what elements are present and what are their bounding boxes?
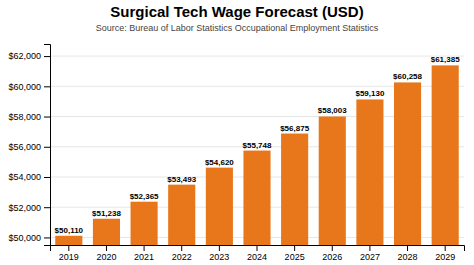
x-tick-label: 2026	[322, 252, 342, 262]
x-tick-mark	[294, 245, 295, 251]
x-tick: 2028	[398, 245, 418, 262]
y-tick: $60,000	[8, 82, 50, 92]
x-tick-label: 2023	[209, 252, 229, 262]
x-tick-label: 2022	[172, 252, 192, 262]
y-tick: $58,000	[8, 112, 50, 122]
x-tick-mark	[144, 245, 145, 251]
x-tick-mark	[181, 245, 182, 251]
y-axis-line	[44, 45, 51, 246]
bars	[55, 65, 458, 245]
data-label: $56,875	[280, 124, 309, 133]
bar	[243, 151, 270, 245]
x-tick-mark	[332, 245, 333, 251]
x-tick-label: 2028	[398, 252, 418, 262]
x-tick: 2022	[172, 245, 192, 262]
x-tick-mark	[369, 245, 370, 251]
data-label: $52,365	[130, 192, 159, 201]
y-tick-mark	[44, 147, 50, 148]
x-tick-label: 2025	[285, 252, 305, 262]
data-label: $59,130	[355, 89, 384, 98]
y-tick-mark	[44, 117, 50, 118]
data-label: $51,238	[92, 209, 121, 218]
bar	[168, 185, 195, 245]
y-tick-label: $58,000	[8, 112, 41, 122]
x-tick: 2019	[59, 245, 79, 262]
y-tick-label: $62,000	[8, 51, 41, 61]
data-label: $61,385	[431, 55, 460, 64]
bar	[319, 116, 346, 245]
y-tick-mark	[44, 56, 50, 57]
data-label: $53,493	[167, 175, 196, 184]
y-tick-label: $54,000	[8, 172, 41, 182]
y-tick-mark	[44, 237, 50, 238]
bar	[394, 82, 421, 245]
bar	[55, 236, 82, 245]
x-axis-line	[51, 246, 465, 252]
x-tick: 2021	[134, 245, 154, 262]
data-label: $55,748	[243, 141, 272, 150]
y-tick-mark	[44, 86, 50, 87]
bar	[432, 65, 459, 245]
x-tick-mark	[445, 245, 446, 251]
y-tick: $56,000	[8, 142, 50, 152]
y-tick: $62,000	[8, 51, 50, 61]
y-tick: $54,000	[8, 172, 50, 182]
bar	[206, 168, 233, 245]
data-label: $60,258	[393, 72, 422, 81]
data-label: $50,110	[55, 226, 84, 235]
y-tick-mark	[44, 207, 50, 208]
bar	[356, 99, 383, 245]
chart-svg: Surgical Tech Wage Forecast (USD) Source:…	[0, 0, 474, 265]
x-tick-label: 2029	[435, 252, 455, 262]
x-tick-mark	[219, 245, 220, 251]
plot-area: $50,000 $52,000 $54,000 $56,000 $58,000 $60,0…	[8, 45, 464, 263]
y-tick: $52,000	[8, 203, 50, 213]
y-tick-label: $60,000	[8, 82, 41, 92]
subtitle: Source: Bureau of Labor Statistics Occup…	[96, 23, 379, 33]
data-labels: $50,110 $51,238 $52,365 $53,493 $54,620 $55,7…	[55, 55, 461, 234]
x-tick: 2026	[322, 245, 342, 262]
data-label: $58,003	[318, 106, 347, 115]
x-tick-label: 2021	[134, 252, 154, 262]
data-label: $54,620	[205, 158, 234, 167]
x-tick-mark	[106, 245, 107, 251]
x-tick-label: 2024	[247, 252, 267, 262]
title: Surgical Tech Wage Forecast (USD)	[110, 3, 363, 20]
bar	[93, 219, 120, 245]
bar	[281, 134, 308, 245]
x-tick: 2023	[209, 245, 229, 262]
y-axis: $50,000 $52,000 $54,000 $56,000 $58,000 $60,0…	[8, 45, 50, 246]
x-tick: 2020	[96, 245, 116, 262]
x-tick-label: 2027	[360, 252, 380, 262]
x-tick-label: 2020	[96, 252, 116, 262]
y-tick-mark	[44, 177, 50, 178]
x-tick-mark	[407, 245, 408, 251]
y-tick-label: $56,000	[8, 142, 41, 152]
x-tick: 2024	[247, 245, 267, 262]
y-tick-label: $50,000	[8, 233, 41, 243]
x-tick: 2025	[285, 245, 305, 262]
x-tick-mark	[257, 245, 258, 251]
x-axis: 2019 2020 2021 2022 2023 2024 2025 2026 2027 2028…	[51, 245, 465, 262]
x-tick-label: 2019	[59, 252, 79, 262]
x-tick: 2027	[360, 245, 380, 262]
bar	[131, 202, 158, 245]
y-tick: $50,000	[8, 233, 50, 243]
x-tick: 2029	[435, 245, 455, 262]
y-tick-label: $52,000	[8, 203, 41, 213]
grid-line	[50, 56, 464, 57]
x-tick-mark	[68, 245, 69, 251]
